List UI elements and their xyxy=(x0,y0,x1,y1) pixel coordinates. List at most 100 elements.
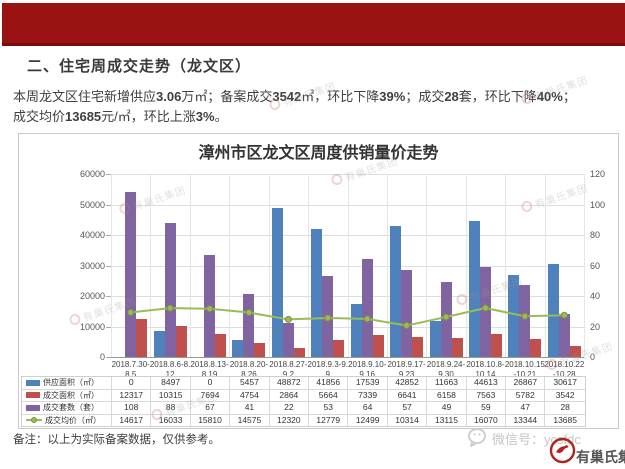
gridline xyxy=(584,174,585,357)
bar xyxy=(175,325,187,357)
table-cell: 5782 xyxy=(506,388,546,401)
table-cell: 13685 xyxy=(545,413,585,427)
table-cell: 5664 xyxy=(309,388,349,401)
gridline xyxy=(386,174,388,357)
table-cell: 30617 xyxy=(553,377,577,387)
legend-item: 成交均价（㎡） xyxy=(22,413,112,426)
table-cell: 7563 xyxy=(466,388,507,401)
bar xyxy=(468,220,480,357)
table-cell: 48872 xyxy=(270,377,310,389)
y-axis-tick: 20000 xyxy=(79,291,105,301)
table-cell: 57 xyxy=(387,401,428,414)
bar xyxy=(215,333,227,357)
gridline xyxy=(111,174,112,357)
gridline xyxy=(229,174,231,357)
line-marker xyxy=(442,313,450,321)
bar xyxy=(390,226,402,357)
table-cell: 8497 xyxy=(151,377,191,389)
bar xyxy=(490,333,502,357)
bar xyxy=(125,192,137,357)
table-cell: 67 xyxy=(190,401,231,414)
x-axis-label: 2018.8.20- 8.26 xyxy=(229,360,269,379)
table-cell: 22 xyxy=(269,401,310,414)
table-cell: 16033 xyxy=(151,413,191,426)
table-cell: 12779 xyxy=(309,413,349,426)
title-banner xyxy=(2,3,625,46)
bar xyxy=(547,263,559,357)
table-cell: 6158 xyxy=(427,388,467,401)
data-table: 供应面积（㎡） 0 8497 0 5457 48872 41856 17539 42852 116… xyxy=(21,376,586,427)
bar xyxy=(429,321,441,357)
bar xyxy=(350,303,362,357)
legend-swatch-icon xyxy=(26,416,42,424)
table-cell: 5457 xyxy=(230,377,270,389)
table-cell: 0 xyxy=(191,377,231,389)
table-cell: 6641 xyxy=(387,388,428,401)
y2-axis-tick: 80 xyxy=(590,230,601,240)
x-axis-label: 2018.9.3-9. 9 xyxy=(307,360,349,379)
table-cell: 42852 xyxy=(388,377,428,389)
bar xyxy=(361,259,373,357)
table-cell: 16070 xyxy=(466,413,507,426)
table-cell: 108 xyxy=(112,401,152,414)
y-axis-tick: 60000 xyxy=(79,169,105,179)
table-cell: 17539 xyxy=(348,377,388,389)
tick-mark xyxy=(106,296,111,297)
table-cell: 88 xyxy=(151,401,191,414)
legend-item: 供应面积（㎡） xyxy=(22,377,112,389)
table-cell: 15810 xyxy=(190,413,231,426)
tick-mark xyxy=(106,265,111,267)
table-cell: 26867 xyxy=(506,377,546,389)
bar xyxy=(164,222,176,357)
bar xyxy=(282,323,294,357)
bar xyxy=(451,338,463,357)
chart-title: 漳州市区龙文区周度供销量价走势 xyxy=(198,145,439,162)
x-axis-label: 2018.9.10- 9.16 xyxy=(348,360,387,379)
table-cell: 7694 xyxy=(190,388,231,401)
y-axis-tick: 10000 xyxy=(79,321,105,332)
x-axis-label: 2018.10.22 -10.28 xyxy=(544,360,585,379)
summary-paragraph: 本周龙文区住宅新增供应3.06万㎡；备案成交3542㎡，环比下降39%；成交28… xyxy=(13,89,576,125)
section-title: 二、住宅周成交走势（龙文区） xyxy=(27,58,252,75)
x-axis-label: 2018.8.6-8. 12 xyxy=(149,360,191,379)
gridline xyxy=(505,174,507,357)
bar xyxy=(569,346,581,357)
bar xyxy=(401,270,413,357)
table-cell: 0 xyxy=(112,377,152,389)
bar xyxy=(232,340,244,357)
x-axis-label: 2018.8.13- 8.19 xyxy=(190,360,229,379)
bar xyxy=(479,267,491,357)
y-axis-tick: 30000 xyxy=(79,260,105,271)
y2-axis-tick: 60 xyxy=(590,260,601,271)
company-name: 有巢氏集团 xyxy=(576,449,625,465)
x-axis-label: 2018.9.17- 9.23 xyxy=(387,360,426,379)
avg-price-line xyxy=(127,304,568,330)
x-axis-label: 2018.9.24- 9.30 xyxy=(426,360,466,379)
table-cell: 44613 xyxy=(467,377,507,389)
line-marker xyxy=(521,312,529,320)
tick-mark xyxy=(106,204,111,206)
table-cell: 49 xyxy=(427,401,467,414)
legend-label: 成交面积（㎡） xyxy=(43,390,99,400)
line-marker xyxy=(206,305,214,313)
bar xyxy=(293,348,305,357)
legend-item: 成交套数（套） xyxy=(22,401,112,414)
bar xyxy=(153,331,165,357)
tick-mark xyxy=(106,174,111,175)
table-cell: 4754 xyxy=(230,388,270,401)
table-cell: 13344 xyxy=(506,413,546,426)
table-cell: 12499 xyxy=(348,413,388,426)
table-cell: 41856 xyxy=(309,377,349,389)
gridline xyxy=(268,174,270,357)
gridline xyxy=(111,357,584,358)
x-axis-label: 2018.10.8- 10.14 xyxy=(466,360,505,379)
table-cell: 2864 xyxy=(269,388,310,401)
table-cell: 10315 xyxy=(151,388,191,401)
legend-swatch-icon xyxy=(26,379,40,386)
legend-label: 成交均价（㎡） xyxy=(45,415,101,425)
table-cell: 7339 xyxy=(348,388,388,401)
y2-axis-tick: 40 xyxy=(590,291,601,301)
tick-mark xyxy=(106,235,111,236)
y-axis-tick: 0 xyxy=(99,352,105,362)
gridline xyxy=(465,174,467,357)
